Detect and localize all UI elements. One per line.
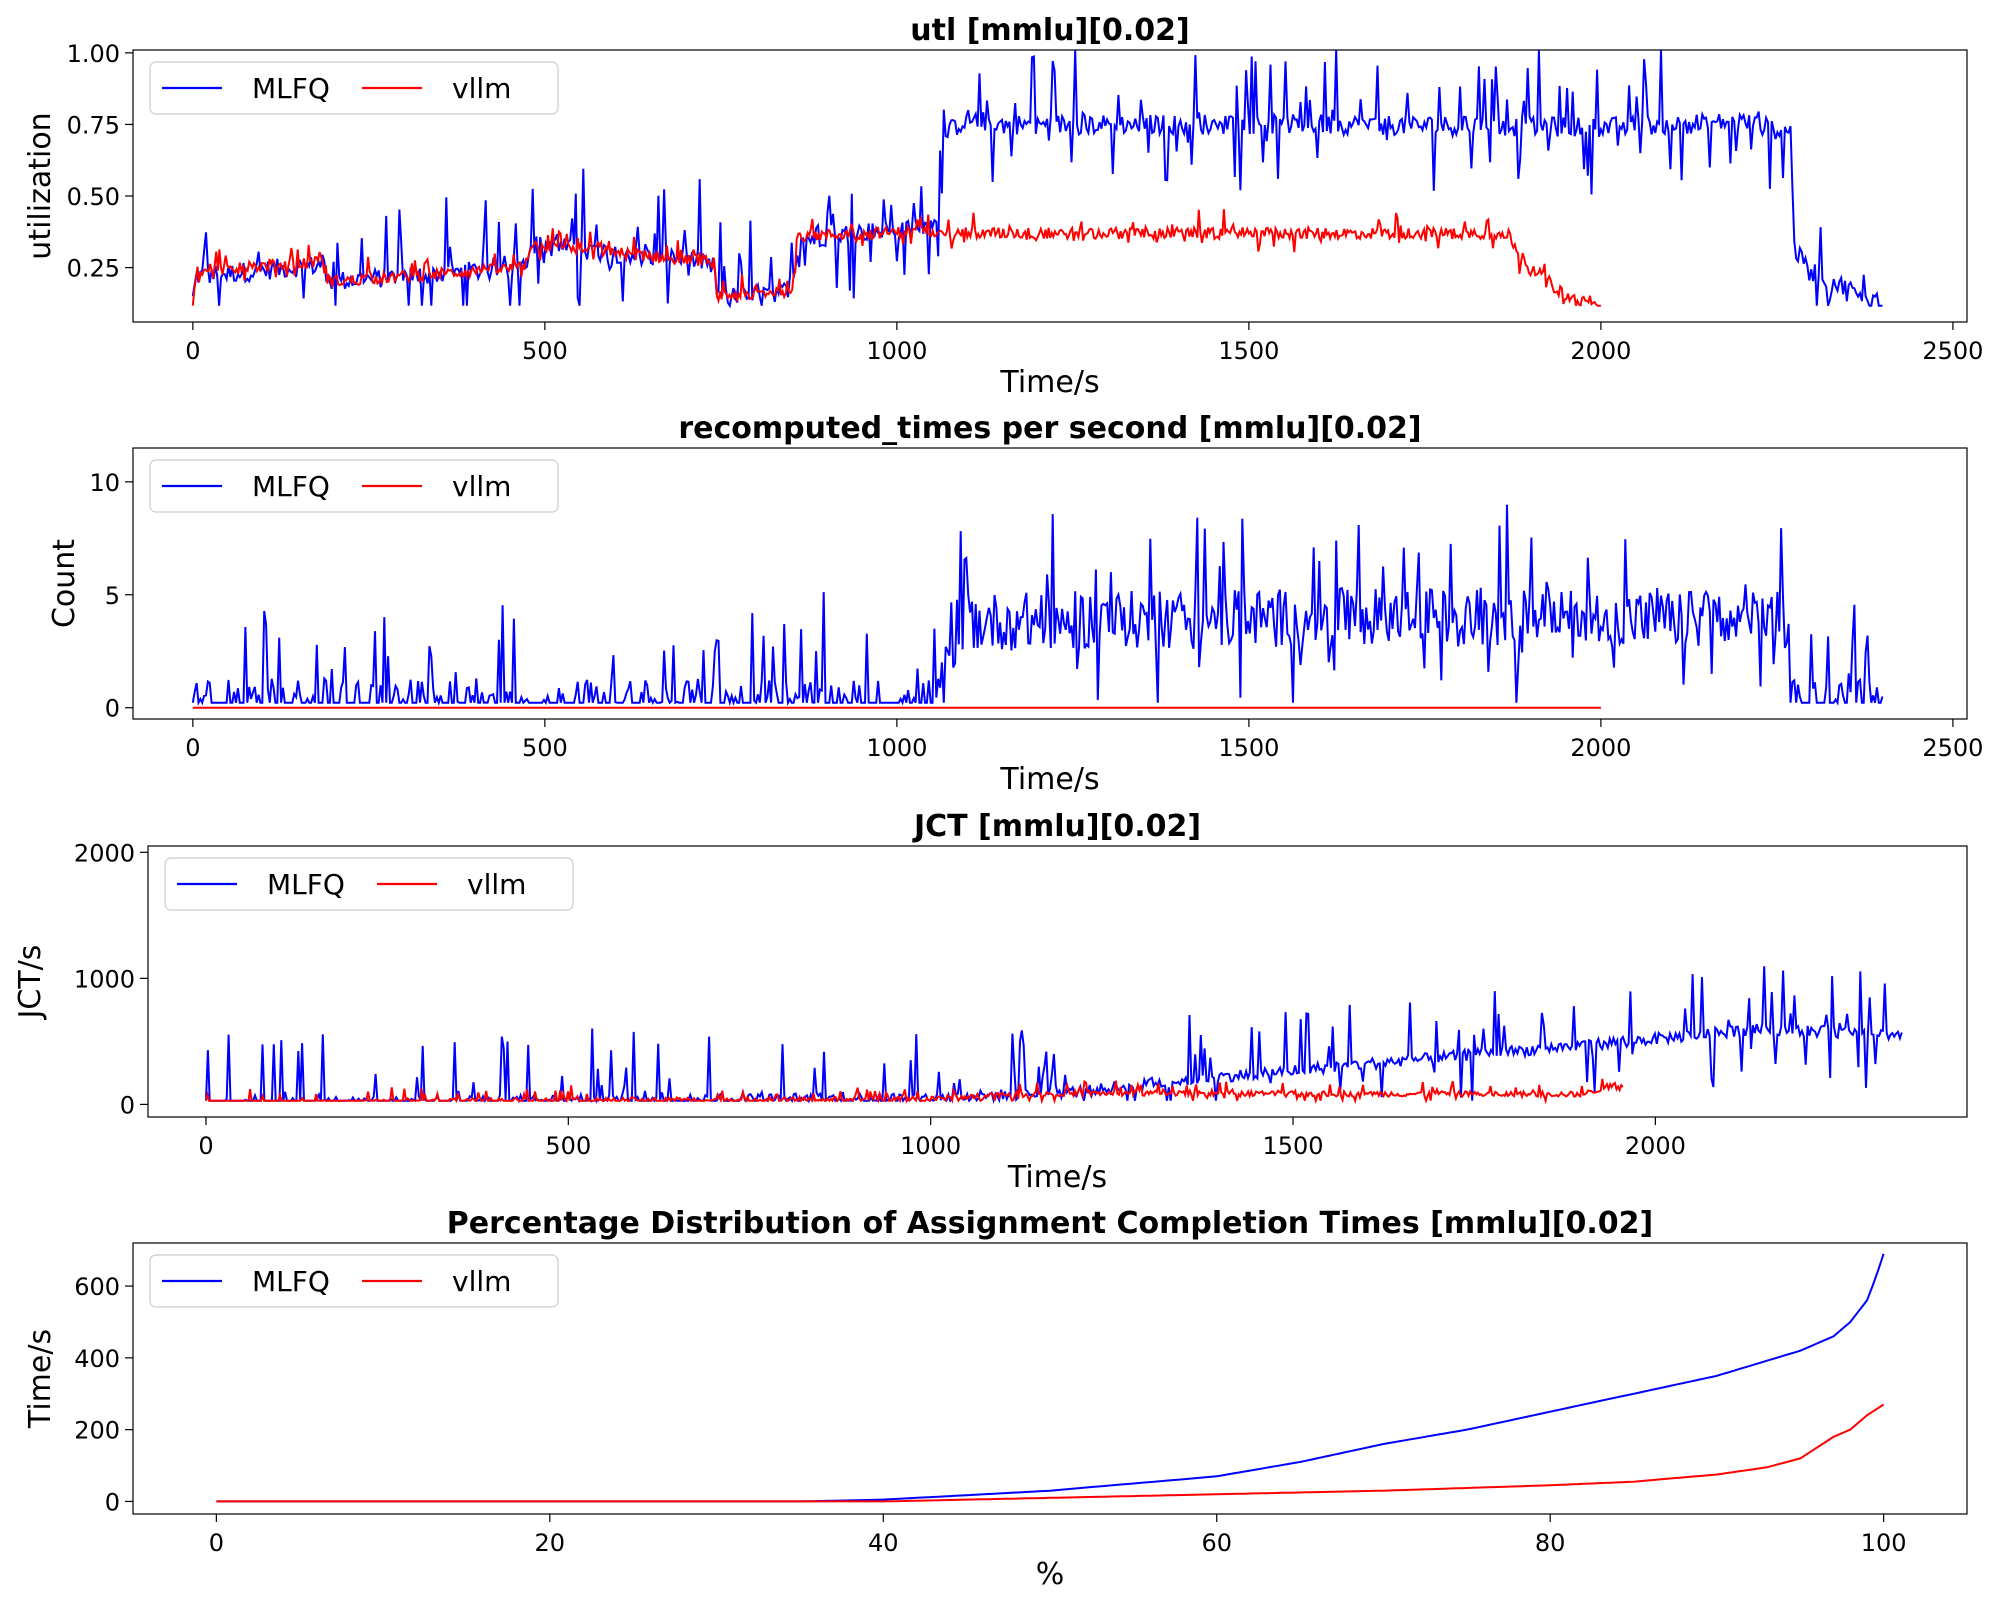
chart-2-axes-frame: [132, 447, 1968, 720]
chart-4-xtick-label: 40: [868, 1529, 899, 1557]
chart-2-xlabel: Time/s: [999, 762, 1099, 797]
chart-3-series-mlfq: [205, 966, 1903, 1105]
chart-4-title: Percentage Distribution of Assignment Co…: [447, 1206, 1653, 1241]
chart-3-title: JCT [mmlu][0.02]: [912, 809, 1201, 844]
chart-3-xtick-label: 1000: [900, 1132, 961, 1160]
chart-1-legend: [149, 61, 559, 115]
chart-1-series-vllm: [191, 209, 1601, 307]
chart-1-xtick-label: 500: [522, 337, 568, 365]
chart-4-ylabel: Time/s: [23, 1329, 58, 1429]
chart-1-ytick-label: 1.00: [67, 40, 120, 68]
chart-2-legend-label-vllm: vllm: [452, 470, 511, 503]
chart-1-xtick-label: 2000: [1570, 337, 1631, 365]
chart-4-legend-label-vllm: vllm: [452, 1265, 511, 1298]
chart-2-xtick-label: 2500: [1922, 734, 1983, 762]
chart-1-xtick-label: 0: [185, 337, 200, 365]
chart-2-ytick-label: 0: [105, 695, 120, 723]
chart-4-xtick-label: 80: [1535, 1529, 1566, 1557]
chart-4-xtick-label: 100: [1861, 1529, 1907, 1557]
chart-4-ytick-label: 600: [74, 1273, 120, 1301]
chart-2-title: recomputed_times per second [mmlu][0.02]: [678, 411, 1421, 446]
chart-4-ytick-label: 400: [74, 1345, 120, 1373]
chart-2-xtick-label: 2000: [1570, 734, 1631, 762]
chart-1-axes-frame: [132, 49, 1968, 323]
chart-4-axes-frame: [132, 1242, 1968, 1515]
chart-3-xtick-label: 0: [198, 1132, 213, 1160]
chart-3-ytick-label: 0: [120, 1091, 135, 1119]
chart-2-xtick-label: 1500: [1218, 734, 1279, 762]
chart-3-ylabel: JCT/s: [13, 945, 48, 1021]
chart-4-ytick-label: 0: [105, 1488, 120, 1516]
chart-4-legend-label-mlfq: MLFQ: [252, 1265, 330, 1298]
chart-3-legend-label-vllm: vllm: [467, 868, 526, 901]
chart-2-legend-label-mlfq: MLFQ: [252, 470, 330, 503]
chart-4-series-vllm: [216, 1403, 1885, 1503]
chart-1-title: utl [mmlu][0.02]: [910, 13, 1189, 48]
chart-4-xlabel: %: [1036, 1557, 1065, 1592]
chart-1-series-mlfq: [191, 50, 1883, 309]
chart-2-xtick-label: 500: [522, 734, 568, 762]
chart-2-ylabel: Count: [47, 539, 82, 628]
chart-3-legend-label-mlfq: MLFQ: [267, 868, 345, 901]
chart-3-xlabel: Time/s: [1007, 1160, 1107, 1195]
chart-3-ytick-label: 2000: [74, 839, 135, 867]
chart-1-ylabel: utilization: [23, 112, 58, 259]
chart-2-xtick-label: 1000: [866, 734, 927, 762]
chart-1-legend-label-mlfq: MLFQ: [252, 72, 330, 105]
chart-1-xlabel: Time/s: [999, 365, 1099, 400]
chart-1-ytick-label: 0.25: [67, 255, 120, 283]
chart-1-xtick-label: 1000: [866, 337, 927, 365]
chart-1-xtick-label: 2500: [1922, 337, 1983, 365]
chart-3-xtick-label: 500: [545, 1132, 591, 1160]
chart-3-xtick-label: 2000: [1625, 1132, 1686, 1160]
chart-2-ytick-label: 5: [105, 582, 120, 610]
chart-4-legend: [149, 1254, 559, 1308]
chart-1-xtick-label: 1500: [1218, 337, 1279, 365]
chart-1-legend-label-vllm: vllm: [452, 72, 511, 105]
chart-2-xtick-label: 0: [185, 734, 200, 762]
chart-2-ytick-label: 10: [89, 469, 120, 497]
chart-4-xtick-label: 0: [209, 1529, 224, 1557]
chart-3-ytick-label: 1000: [74, 965, 135, 993]
chart-4-xtick-label: 60: [1201, 1529, 1232, 1557]
chart-3-xtick-label: 1500: [1262, 1132, 1323, 1160]
chart-4-xtick-label: 20: [535, 1529, 566, 1557]
chart-3-legend: [164, 857, 574, 911]
chart-3-series-vllm: [205, 1078, 1624, 1105]
chart-2-legend: [149, 459, 559, 513]
chart-1-ytick-label: 0.50: [67, 183, 120, 211]
chart-2-series-mlfq: [191, 504, 1884, 707]
chart-1-ytick-label: 0.75: [67, 111, 120, 139]
chart-4-ytick-label: 200: [74, 1417, 120, 1445]
chart-3-axes-frame: [147, 845, 1968, 1118]
